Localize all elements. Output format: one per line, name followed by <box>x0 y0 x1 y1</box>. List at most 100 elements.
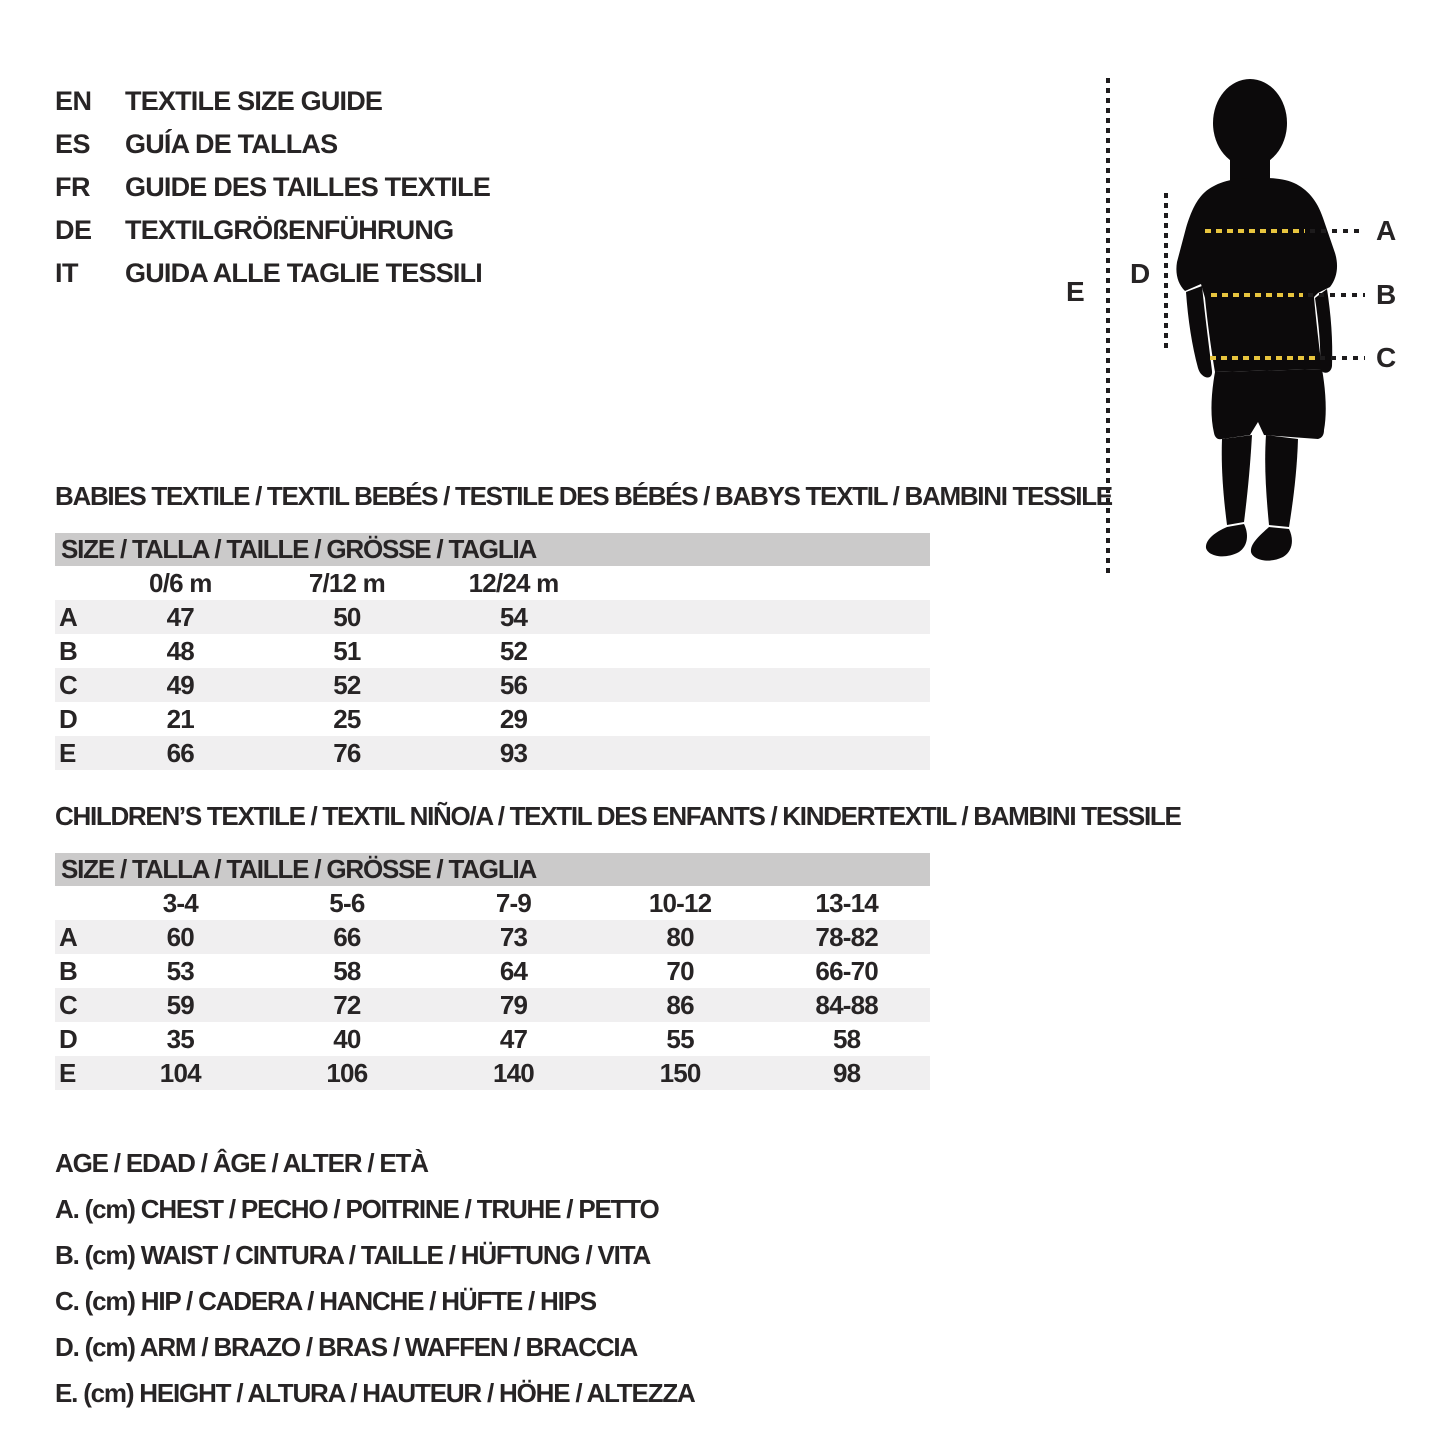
hip-measure-leader-c <box>1320 356 1365 360</box>
cell: 56 <box>499 669 528 700</box>
cell: 55 <box>666 1023 694 1054</box>
cell: 106 <box>326 1057 368 1088</box>
cell: 47 <box>499 1023 528 1054</box>
children-row-a: A 60 66 73 80 78-82 <box>55 920 930 954</box>
legend-age: AGE / EDAD / ÂGE / ALTER / ETÀ <box>55 1148 429 1178</box>
cell: 66-70 <box>815 955 878 986</box>
row-label: E <box>59 737 76 768</box>
cell: 70 <box>666 955 694 986</box>
cell: 79 <box>499 989 528 1020</box>
babies-row-b: B 48 51 52 <box>55 634 930 668</box>
children-row-d: D 35 40 47 55 58 <box>55 1022 930 1056</box>
cell: 52 <box>333 669 361 700</box>
cell: 21 <box>166 703 195 734</box>
babies-size-header-bar: SIZE / TALLA / TAILLE / GRÖSSE / TAGLIA <box>55 533 930 566</box>
language-row-it: IT GUIDA ALLE TAGLIE TESSILI <box>55 252 490 295</box>
children-column-header-row: 3-4 5-6 7-9 10-12 13-14 <box>55 886 930 920</box>
language-code: FR <box>55 172 91 202</box>
language-row-en: EN TEXTILE SIZE GUIDE <box>55 80 490 123</box>
waist-measure-line-b <box>1211 293 1303 297</box>
legend-chest: A. (cm) CHEST / PECHO / POITRINE / TRUHE… <box>55 1194 660 1224</box>
cell: 48 <box>166 635 195 666</box>
cell: 47 <box>166 601 195 632</box>
row-label: B <box>59 635 78 666</box>
row-label: B <box>59 955 78 986</box>
cell: 54 <box>499 601 528 632</box>
cell: 76 <box>333 737 361 768</box>
children-row-e: E 104 106 140 150 98 <box>55 1056 930 1090</box>
row-label: E <box>59 1057 76 1088</box>
children-size-header-bar: SIZE / TALLA / TAILLE / GRÖSSE / TAGLIA <box>55 853 930 886</box>
children-section-title: CHILDREN’S TEXTILE / TEXTIL NIÑO/A / TEX… <box>55 801 1182 831</box>
cell: 104 <box>159 1057 202 1088</box>
cell: 73 <box>499 921 528 952</box>
language-code: DE <box>55 215 92 245</box>
cell: 29 <box>499 703 528 734</box>
row-label: D <box>59 1023 78 1054</box>
language-row-es: ES GUÍA DE TALLAS <box>55 123 490 166</box>
language-title: GUÍA DE TALLAS <box>125 129 338 159</box>
measure-label-b: B <box>1376 279 1396 310</box>
cell: 80 <box>666 921 694 952</box>
cell: 49 <box>166 669 195 700</box>
children-row-c: C 59 72 79 86 84-88 <box>55 988 930 1022</box>
language-code: EN <box>55 86 92 116</box>
language-code: ES <box>55 129 91 159</box>
language-row-fr: FR GUIDE DES TAILLES TEXTILE <box>55 166 491 209</box>
cell: 59 <box>166 989 195 1020</box>
language-title: TEXTILE SIZE GUIDE <box>125 86 383 116</box>
cell: 84-88 <box>815 989 878 1020</box>
cell: 53 <box>166 955 195 986</box>
legend-height: E. (cm) HEIGHT / ALTURA / HAUTEUR / HÖHE… <box>55 1378 696 1408</box>
measure-label-c: C <box>1376 342 1396 373</box>
cell: 52 <box>499 635 528 666</box>
cell: 58 <box>833 1023 861 1054</box>
measure-label-d: D <box>1130 258 1150 289</box>
measure-label-a: A <box>1376 215 1396 246</box>
cell: 66 <box>166 737 195 768</box>
cell: 140 <box>492 1057 535 1088</box>
cell: 50 <box>333 601 361 632</box>
babies-section-title: BABIES TEXTILE / TEXTIL BEBÉS / TESTILE … <box>55 481 1113 511</box>
cell: 78-82 <box>815 921 878 952</box>
cell: 35 <box>166 1023 195 1054</box>
cell: 150 <box>659 1057 702 1088</box>
language-title-list: EN TEXTILE SIZE GUIDE ES GUÍA DE TALLAS … <box>55 80 491 295</box>
cell: 60 <box>166 921 195 952</box>
column-header: 7/12 m <box>308 567 386 598</box>
chest-measure-line-a <box>1205 229 1305 233</box>
cell: 51 <box>333 635 361 666</box>
row-label: A <box>59 601 78 632</box>
child-silhouette-icon <box>1176 79 1338 561</box>
language-row-de: DE TEXTILGRÖßENFÜHRUNG <box>55 209 490 252</box>
column-header: 13-14 <box>815 887 878 918</box>
cell: 58 <box>333 955 361 986</box>
legend-hip: C. (cm) HIP / CADERA / HANCHE / HÜFTE / … <box>55 1286 597 1316</box>
column-header: 0/6 m <box>149 567 212 598</box>
row-label: A <box>59 921 78 952</box>
legend-arm: D. (cm) ARM / BRAZO / BRAS / WAFFEN / BR… <box>55 1332 638 1362</box>
row-label: D <box>59 703 78 734</box>
cell: 40 <box>333 1023 361 1054</box>
language-code: IT <box>55 258 79 288</box>
babies-row-e: E 66 76 93 <box>55 736 930 770</box>
cell: 64 <box>499 955 528 986</box>
children-row-b: B 53 58 64 70 66-70 <box>55 954 930 988</box>
height-measure-line-e <box>1106 78 1110 578</box>
row-label: C <box>59 669 78 700</box>
arm-measure-line-d <box>1164 193 1168 351</box>
hip-measure-line-c <box>1210 356 1316 360</box>
chest-measure-leader-a <box>1310 229 1365 233</box>
cell: 93 <box>499 737 528 768</box>
babies-row-a: A 47 50 54 <box>55 600 930 634</box>
column-header: 10-12 <box>648 887 712 918</box>
waist-measure-leader-b <box>1308 293 1365 297</box>
language-title: GUIDE DES TAILLES TEXTILE <box>125 172 491 202</box>
cell: 98 <box>833 1057 861 1088</box>
cell: 86 <box>666 989 694 1020</box>
language-title: GUIDA ALLE TAGLIE TESSILI <box>125 258 483 288</box>
column-header: 3-4 <box>162 887 199 918</box>
column-header: 5-6 <box>329 887 365 918</box>
row-label: C <box>59 989 78 1020</box>
